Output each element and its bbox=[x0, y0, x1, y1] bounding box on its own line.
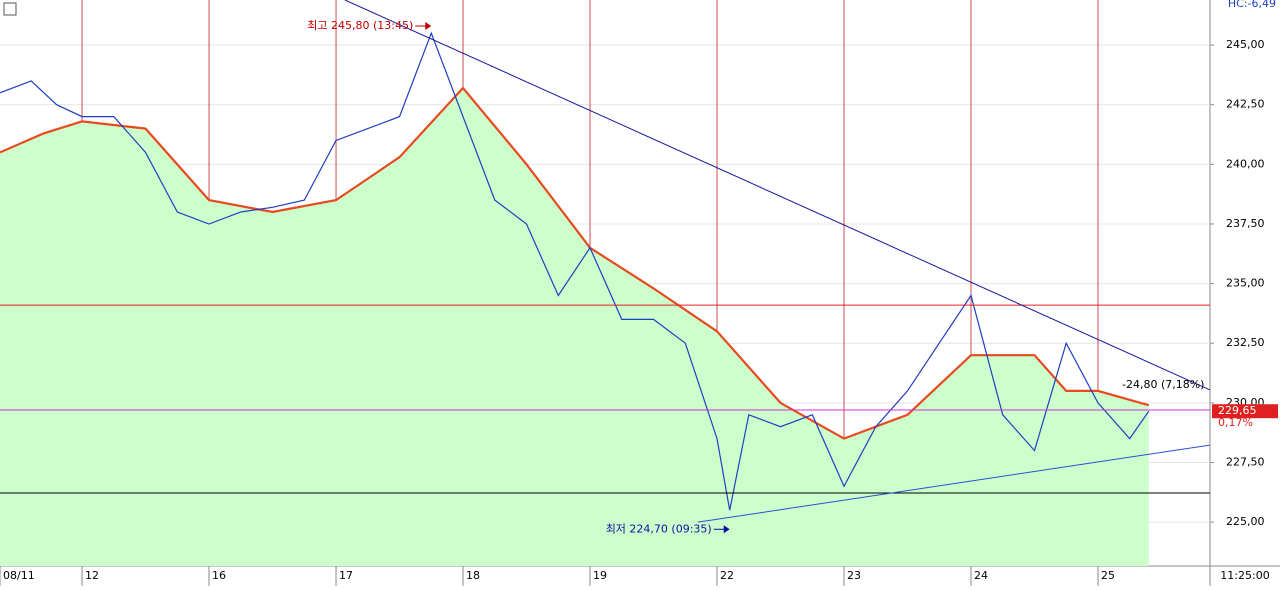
x-tick-label: 08/11 bbox=[3, 569, 35, 582]
x-tick-label: 12 bbox=[85, 569, 99, 582]
annotation-arrowhead bbox=[723, 525, 730, 534]
x-tick-label: 25 bbox=[1101, 569, 1115, 582]
trend-line bbox=[697, 444, 1211, 523]
y-tick-label: 237,50 bbox=[1226, 217, 1265, 230]
y-tick-label: 225,00 bbox=[1226, 515, 1265, 528]
ma-area bbox=[0, 88, 1149, 566]
y-tick-label: 245,00 bbox=[1226, 38, 1265, 51]
x-tick-label: 24 bbox=[974, 569, 988, 582]
time-label: 11:25:00 bbox=[1220, 569, 1269, 582]
annotation: 최고 245,80 (13:45) bbox=[307, 19, 413, 32]
y-tick-label: 227,50 bbox=[1226, 455, 1265, 468]
x-tick-label: 17 bbox=[339, 569, 353, 582]
x-tick-label: 16 bbox=[212, 569, 226, 582]
last-price-box bbox=[1212, 404, 1278, 419]
y-tick-label: 242,50 bbox=[1226, 98, 1265, 111]
y-tick-label: 240,00 bbox=[1226, 157, 1265, 170]
annotation-arrowhead bbox=[425, 21, 432, 30]
annotation: -24,80 (7,18%) bbox=[1122, 378, 1204, 391]
settings-icon[interactable] bbox=[3, 2, 17, 16]
corner-label: HC:-6,49 bbox=[1228, 0, 1276, 10]
annotation: 최저 224,70 (09:35) bbox=[606, 522, 712, 535]
x-tick-label: 18 bbox=[466, 569, 480, 582]
change-label: 0,17% bbox=[1218, 416, 1253, 429]
x-tick-label: 23 bbox=[847, 569, 861, 582]
price-line bbox=[0, 31, 1150, 511]
x-tick-label: 19 bbox=[593, 569, 607, 582]
x-tick-label: 22 bbox=[720, 569, 734, 582]
last-price-label: 229,65 bbox=[1218, 404, 1257, 417]
y-tick-label: 235,00 bbox=[1226, 277, 1265, 290]
trend-line bbox=[344, 0, 1211, 391]
y-tick-label: 232,50 bbox=[1226, 336, 1265, 349]
